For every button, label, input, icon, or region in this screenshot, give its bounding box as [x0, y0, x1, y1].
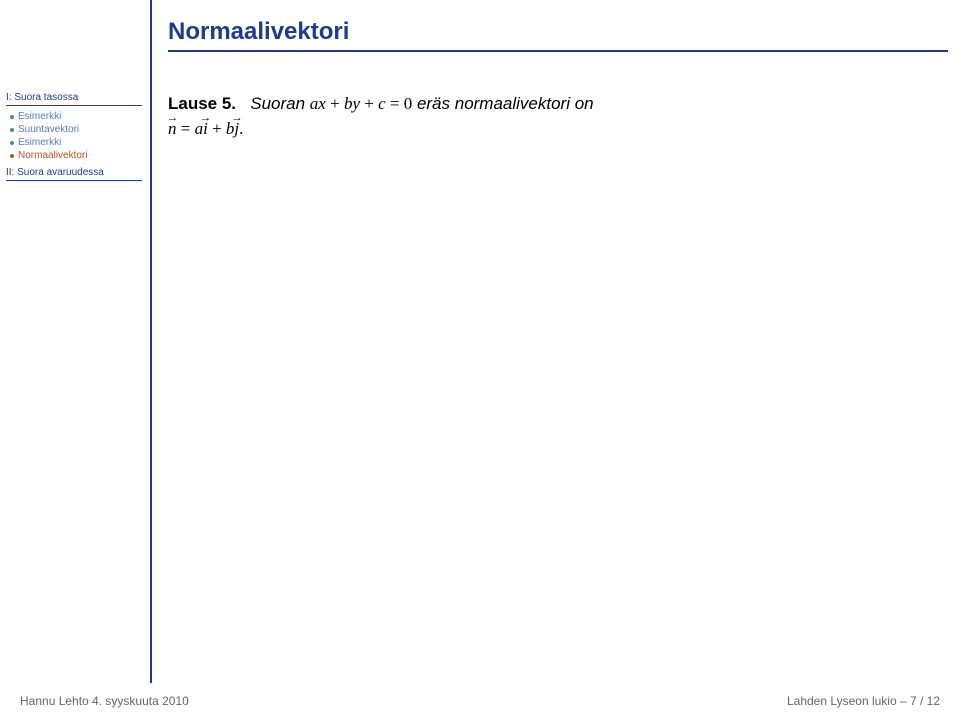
sidebar-item-label: Normaalivektori	[18, 150, 87, 161]
theorem-prefix: Suoran	[250, 94, 310, 113]
footer-right: Lahden Lyseon lukio – 7 / 12	[787, 694, 940, 708]
footer: Hannu Lehto 4. syyskuuta 2010 Lahden Lys…	[0, 689, 960, 719]
sidebar-item-normaalivektori[interactable]: Normaalivektori	[6, 149, 142, 162]
math-eq1: ax + by + c = 0	[310, 94, 412, 113]
sidebar-item-label: Suuntavektori	[18, 124, 79, 135]
vector-i: i	[203, 117, 208, 142]
page-root: I: Suora tasossa Esimerkki Suuntavektori…	[0, 0, 960, 719]
theorem-text: Lause 5. Suoran ax + by + c = 0 eräs nor…	[168, 92, 948, 141]
vector-n: n	[168, 117, 177, 142]
bullet-icon	[10, 154, 14, 158]
sidebar-item-label: Esimerkki	[18, 137, 61, 148]
main-content: Normaalivektori Lause 5. Suoran ax + by …	[168, 0, 948, 141]
theorem-suffix: eräs normaalivektori on	[412, 94, 593, 113]
sidebar-item-esimerkki-1[interactable]: Esimerkki	[6, 110, 142, 123]
vertical-divider	[150, 0, 152, 683]
bullet-icon	[10, 141, 14, 145]
sidebar-item-label: Esimerkki	[18, 111, 61, 122]
title-underline	[168, 50, 948, 52]
bullet-icon	[10, 115, 14, 119]
bullet-icon	[10, 128, 14, 132]
vector-j: j	[234, 117, 239, 142]
sidebar-item-suuntavektori[interactable]: Suuntavektori	[6, 123, 142, 136]
sidebar: I: Suora tasossa Esimerkki Suuntavektori…	[0, 0, 150, 683]
footer-left: Hannu Lehto 4. syyskuuta 2010	[20, 694, 189, 708]
nav-heading-2[interactable]: II: Suora avaruudessa	[6, 165, 142, 181]
nav-heading-1[interactable]: I: Suora tasossa	[6, 90, 142, 106]
math-eq2: n = ai + bj.	[168, 119, 243, 138]
sidebar-item-esimerkki-2[interactable]: Esimerkki	[6, 136, 142, 149]
page-title: Normaalivektori	[168, 18, 948, 50]
